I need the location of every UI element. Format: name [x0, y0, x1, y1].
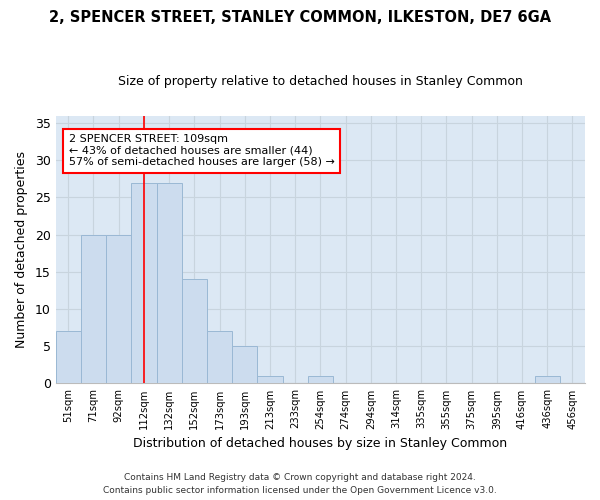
Title: Size of property relative to detached houses in Stanley Common: Size of property relative to detached ho…	[118, 75, 523, 88]
Bar	[232, 346, 257, 384]
Bar	[207, 332, 232, 384]
Bar	[131, 182, 157, 384]
X-axis label: Distribution of detached houses by size in Stanley Common: Distribution of detached houses by size …	[133, 437, 508, 450]
Bar	[308, 376, 333, 384]
Bar	[81, 234, 106, 384]
Text: 2 SPENCER STREET: 109sqm
← 43% of detached houses are smaller (44)
57% of semi-d: 2 SPENCER STREET: 109sqm ← 43% of detach…	[69, 134, 335, 168]
Bar	[106, 234, 131, 384]
Bar	[157, 182, 182, 384]
Bar	[182, 280, 207, 384]
Y-axis label: Number of detached properties: Number of detached properties	[15, 151, 28, 348]
Bar	[535, 376, 560, 384]
Text: Contains HM Land Registry data © Crown copyright and database right 2024.
Contai: Contains HM Land Registry data © Crown c…	[103, 474, 497, 495]
Text: 2, SPENCER STREET, STANLEY COMMON, ILKESTON, DE7 6GA: 2, SPENCER STREET, STANLEY COMMON, ILKES…	[49, 10, 551, 25]
Bar	[56, 332, 81, 384]
Bar	[257, 376, 283, 384]
